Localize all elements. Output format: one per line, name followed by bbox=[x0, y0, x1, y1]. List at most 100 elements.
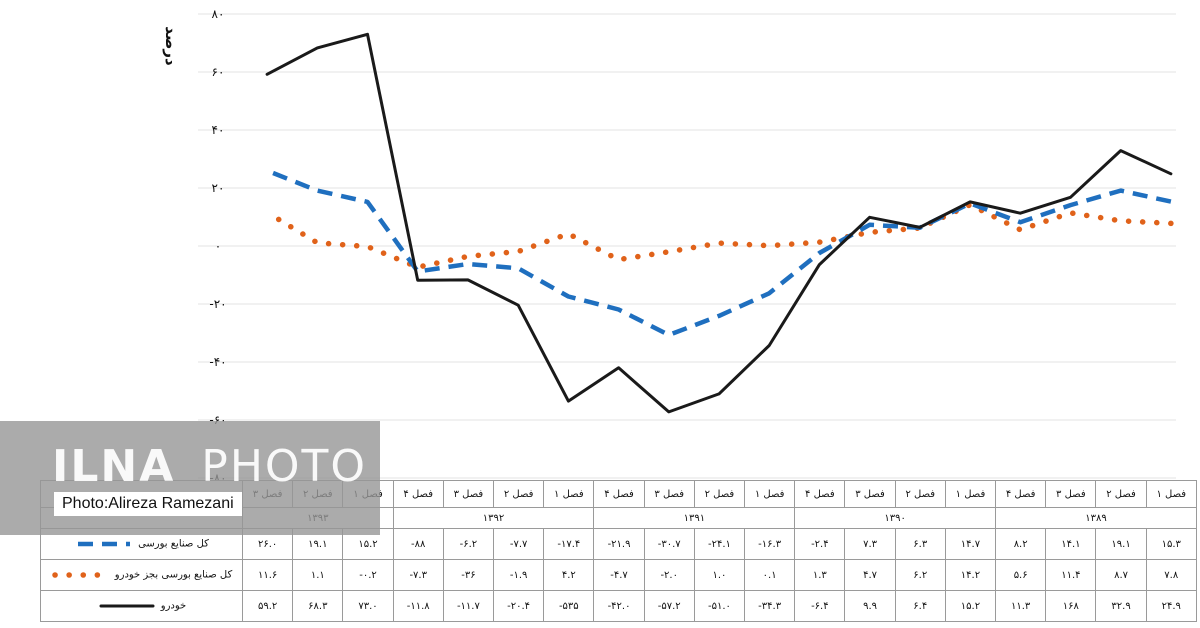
legend-entry: خودرو bbox=[40, 590, 243, 622]
y-tick-label: -۲۰ bbox=[209, 297, 226, 311]
value-cell: -۲.۴ bbox=[794, 528, 846, 560]
value-cell: -۷.۷ bbox=[493, 528, 545, 560]
quarter-label: فصل ۴ bbox=[593, 480, 645, 508]
value-cell: ۱.۰ bbox=[693, 559, 746, 591]
value-cell: -۲.۰ bbox=[643, 559, 695, 591]
quarter-label: فصل ۱ bbox=[1145, 480, 1197, 508]
series-row-excluding-auto: کل صنایع بورسی بجز خودرو ۱۱.۶ ۱.۱ -۰.۲ -۷.۳-… bbox=[40, 559, 1197, 591]
year-label: ۱۳۹۲ bbox=[392, 507, 595, 529]
year-label: ۱۳۹۰ bbox=[794, 507, 997, 529]
quarter-label: فصل ۳ bbox=[643, 480, 695, 508]
value-cell: -۱۱.۷ bbox=[442, 590, 495, 622]
value-cell: ۱۱.۳ bbox=[995, 590, 1047, 622]
value-cell: ۲۴.۹ bbox=[1145, 590, 1197, 622]
value-cell: -۱۷.۴ bbox=[543, 528, 595, 560]
y-tick-label: ۴۰ bbox=[212, 123, 225, 137]
quarter-label: فصل ۳ bbox=[1045, 480, 1097, 508]
value-cell: ۱۱.۴ bbox=[1045, 559, 1097, 591]
value-cell: ۱۶۸ bbox=[1045, 590, 1097, 622]
value-cell: ۶.۳ bbox=[894, 528, 946, 560]
quarter-label: فصل ۱ bbox=[744, 480, 796, 508]
quarter-label: فصل ۴ bbox=[392, 480, 444, 508]
value-cell: -۴۲.۰ bbox=[593, 590, 645, 622]
series-line-2 bbox=[265, 32, 1173, 414]
value-cell: -۶.۲ bbox=[442, 528, 495, 560]
value-cell: ۷۳.۰ bbox=[342, 590, 394, 622]
legend-swatch bbox=[52, 572, 109, 578]
value-cell: -۲۰.۴ bbox=[493, 590, 545, 622]
legend-swatch bbox=[78, 541, 131, 547]
value-cell: ۶۸.۳ bbox=[292, 590, 344, 622]
value-cell: -۲۴.۱ bbox=[693, 528, 746, 560]
series-row-auto: خودرو ۵۹.۲ ۶۸.۳ ۷۳.۰ -۱۱.۸ -۱۱.۷ -۲۰.۴ -۵۳۵ -۴۲.… bbox=[40, 590, 1197, 622]
value-cell: ۰.۱ bbox=[744, 559, 796, 591]
value-cell: ۱۴.۲ bbox=[944, 559, 997, 591]
legend-label: خودرو bbox=[160, 600, 187, 612]
value-cell: -۳۶ bbox=[442, 559, 495, 591]
value-cell: ۱۵.۲ bbox=[944, 590, 997, 622]
value-cell: ۱۱.۶ bbox=[241, 559, 294, 591]
quarter-label: فصل ۱ bbox=[543, 480, 595, 508]
y-axis-label: درصد bbox=[162, 26, 180, 66]
value-cell: ۶.۴ bbox=[894, 590, 946, 622]
value-cell: ۱۴.۷ bbox=[944, 528, 997, 560]
value-cell: ۳۲.۹ bbox=[1095, 590, 1147, 622]
quarter-label: فصل ۴ bbox=[995, 480, 1047, 508]
legend-label: کل صنایع بورسی bbox=[138, 538, 209, 550]
legend-label: کل صنایع بورسی بجز خودرو bbox=[114, 569, 233, 581]
legend-entry: کل صنایع بورسی بجز خودرو bbox=[40, 559, 243, 591]
value-cell: ۴.۲ bbox=[543, 559, 595, 591]
legend-swatch bbox=[99, 604, 155, 608]
watermark-logo: ILNA PHOTO bbox=[52, 441, 368, 492]
y-tick-label: ۰ bbox=[215, 239, 221, 253]
gridlines bbox=[198, 13, 1176, 479]
value-cell: -۷.۳ bbox=[392, 559, 444, 591]
value-cell: ۷.۳ bbox=[844, 528, 896, 560]
value-cell: -۵۷.۲ bbox=[643, 590, 695, 622]
value-cell: -۳۴.۳ bbox=[744, 590, 796, 622]
quarter-label: فصل ۳ bbox=[442, 480, 495, 508]
value-cell: ۶.۲ bbox=[894, 559, 946, 591]
value-cell: -۳۰.۷ bbox=[643, 528, 695, 560]
value-cell: -۱۶.۳ bbox=[744, 528, 796, 560]
value-cell: ۵۹.۲ bbox=[241, 590, 294, 622]
value-cell: -۵۳۵ bbox=[543, 590, 595, 622]
value-cell: ۸.۲ bbox=[995, 528, 1047, 560]
quarter-label: فصل ۳ bbox=[844, 480, 896, 508]
value-cell: -۵۱.۰ bbox=[693, 590, 746, 622]
quarter-label: فصل ۲ bbox=[493, 480, 545, 508]
value-cell: ۴.۷ bbox=[844, 559, 896, 591]
series-line-1 bbox=[264, 202, 1174, 270]
value-cell: -۱۱.۸ bbox=[392, 590, 444, 622]
value-cell: -۸۸ bbox=[392, 528, 444, 560]
y-tick-label: ۸۰ bbox=[212, 7, 225, 21]
quarter-label: فصل ۲ bbox=[894, 480, 946, 508]
value-cell: ۱.۱ bbox=[292, 559, 344, 591]
value-cell: -۰.۲ bbox=[342, 559, 394, 591]
quarter-label: فصل ۱ bbox=[944, 480, 997, 508]
photo-watermark: ILNA PHOTO Photo:Alireza Ramezani bbox=[0, 421, 380, 535]
quarter-label: فصل ۲ bbox=[1095, 480, 1147, 508]
value-cell: ۹.۹ bbox=[844, 590, 896, 622]
series-line-0 bbox=[266, 168, 1172, 338]
photo-credit: Photo:Alireza Ramezani bbox=[54, 492, 242, 516]
value-cell: ۱۴.۱ bbox=[1045, 528, 1097, 560]
value-cell: ۸.۷ bbox=[1095, 559, 1147, 591]
y-tick-label: -۴۰ bbox=[209, 355, 226, 369]
series-lines bbox=[264, 32, 1174, 414]
value-cell: -۴.۷ bbox=[593, 559, 645, 591]
value-cell: -۱.۹ bbox=[493, 559, 545, 591]
year-label: ۱۳۹۱ bbox=[593, 507, 796, 529]
value-cell: ۵.۶ bbox=[995, 559, 1047, 591]
quarter-label: فصل ۴ bbox=[794, 480, 846, 508]
value-cell: ۱۵.۳ bbox=[1145, 528, 1197, 560]
year-label: ۱۳۸۹ bbox=[995, 507, 1197, 529]
value-cell: ۱.۳ bbox=[794, 559, 846, 591]
value-cell: -۲۱.۹ bbox=[593, 528, 645, 560]
quarter-label: فصل ۲ bbox=[693, 480, 746, 508]
value-cell: -۶.۴ bbox=[794, 590, 846, 622]
y-tick-label: ۶۰ bbox=[212, 65, 225, 79]
y-tick-label: ۲۰ bbox=[212, 181, 225, 195]
